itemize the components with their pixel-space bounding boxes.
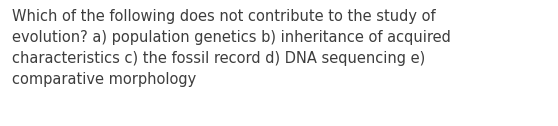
Text: Which of the following does not contribute to the study of
evolution? a) populat: Which of the following does not contribu… [12,9,451,87]
